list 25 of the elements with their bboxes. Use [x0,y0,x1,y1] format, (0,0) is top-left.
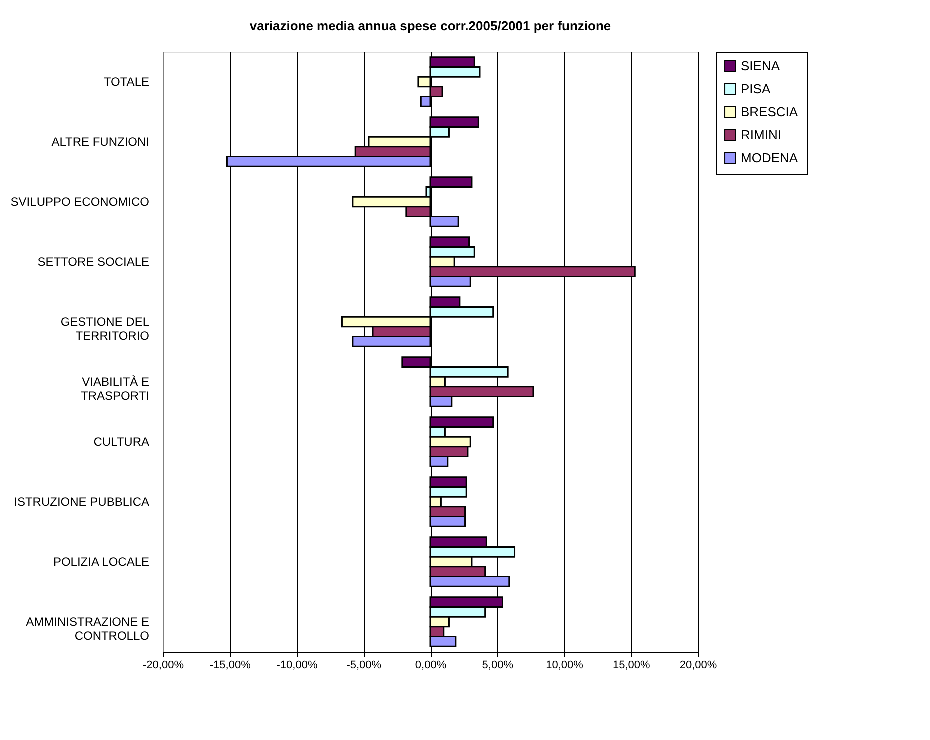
y-tick-label: CULTURA [94,435,150,449]
legend-label: RIMINI [741,128,782,142]
y-tick-label: TOTALE [104,75,150,89]
y-tick-label: SVILUPPO ECONOMICO [10,195,150,209]
x-tick-label: 5,00% [482,660,514,672]
chart-title: variazione media annua spese corr.2005/2001 per funzione [250,18,612,34]
legend-label: MODENA [741,150,798,166]
y-tick-label: ISTRUZIONE PUBBLICA [14,495,150,509]
x-tick-label: 15,00% [612,660,650,672]
legend-label: SIENA [741,58,780,74]
x-tick-label: -20,00% [143,660,184,672]
legend-label: PISA [741,82,771,96]
legend-label: BRESCIA [741,104,798,120]
y-tick-label: ALTRE FUNZIONI [52,135,150,149]
x-tick-label: -15,00% [210,660,252,672]
y-tick-label: VIABILITÀ E TRASPORTI [81,375,150,403]
x-tick-label: 0,00% [415,660,447,672]
x-tick-label: 10,00% [546,660,584,672]
y-tick-label: AMMINISTRAZIONE E CONTROLLO [26,615,150,643]
x-tick-label: -5,00% [346,660,382,672]
x-tick-label: -10,00% [276,660,318,672]
y-tick-label: POLIZIA LOCALE [53,555,150,569]
y-tick-label: SETTORE SOCIALE [38,255,150,269]
x-tick-label: 20,00% [680,660,718,672]
y-tick-label: GESTIONE DEL TERRITORIO [60,315,150,343]
